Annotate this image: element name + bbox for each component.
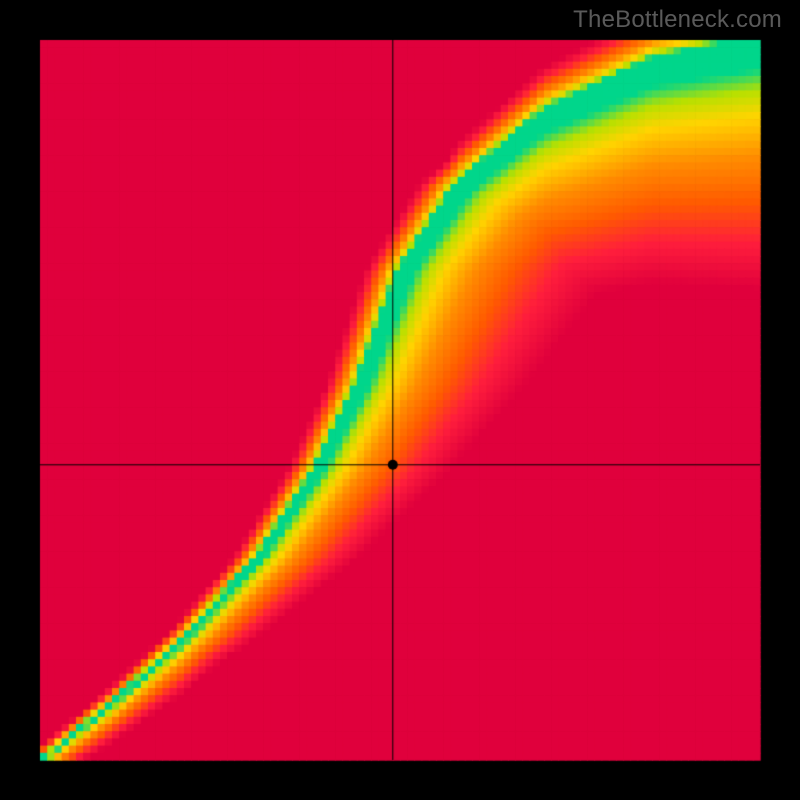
bottleneck-heatmap bbox=[0, 0, 800, 800]
chart-container: TheBottleneck.com bbox=[0, 0, 800, 800]
watermark-text: TheBottleneck.com bbox=[573, 6, 782, 34]
